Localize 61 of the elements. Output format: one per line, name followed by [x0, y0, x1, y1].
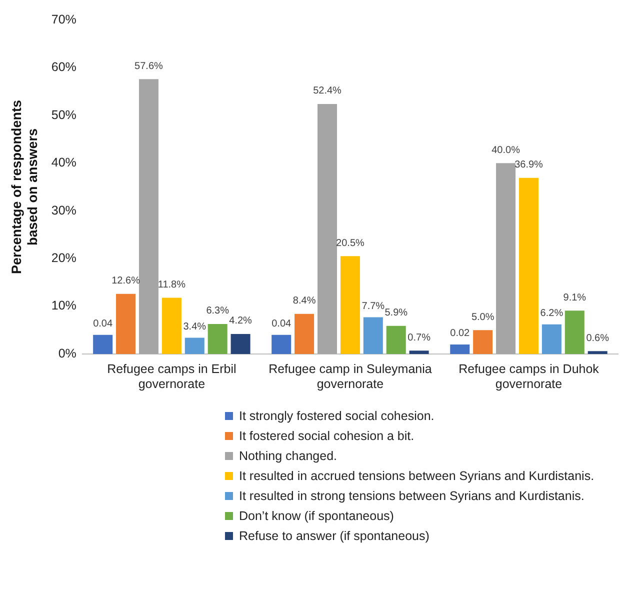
data-label: 8.4% — [292, 296, 316, 307]
bar — [363, 317, 383, 354]
bar — [318, 104, 338, 354]
data-label: 20.5% — [336, 238, 364, 249]
y-tick-label: 40% — [51, 156, 76, 170]
bar — [294, 314, 314, 354]
bar — [272, 334, 292, 354]
data-label: 11.8% — [158, 279, 186, 290]
data-label: 0.7% — [408, 332, 431, 344]
bar — [542, 324, 562, 354]
bar — [138, 79, 158, 354]
legend-label: It resulted in strong tensions between Syrians and Kurdistanis. — [239, 489, 584, 503]
data-label: 4.2% — [229, 316, 252, 327]
x-tick-label: Refugee camp in Suleymania governorate — [268, 362, 432, 391]
legend-label: It fostered social cohesion a bit. — [239, 429, 414, 443]
y-tick-label: 0% — [58, 346, 76, 360]
legend-label: Don’t know (if spontaneous) — [239, 509, 394, 523]
data-label: 0.02 — [450, 328, 470, 340]
bar — [386, 326, 406, 354]
data-label: 6.2% — [540, 308, 564, 320]
data-label: 5.9% — [384, 308, 408, 319]
bar — [496, 163, 516, 354]
data-label: 36.9% — [514, 160, 544, 171]
data-label: 0.04 — [93, 318, 113, 330]
data-label: 7.7% — [362, 301, 385, 312]
bar — [409, 350, 429, 354]
y-tick-label: 60% — [51, 60, 76, 74]
data-label: 0.04 — [272, 318, 292, 330]
legend-label: Refuse to answer (if spontaneous) — [239, 529, 430, 543]
y-tick-label: 70% — [51, 12, 76, 26]
bar — [208, 324, 228, 354]
data-label: 12.6% — [112, 276, 140, 287]
legend-label: It strongly fostered social cohesion. — [239, 409, 434, 423]
bar — [518, 178, 538, 354]
legend-label: Nothing changed. — [239, 449, 337, 463]
data-label: 52.4% — [313, 86, 342, 97]
data-label: 40.0% — [492, 144, 520, 156]
bar — [116, 294, 136, 354]
bar — [93, 334, 113, 354]
bar — [340, 256, 360, 354]
x-tick-label: Refugee camps in Erbil governorate — [107, 362, 236, 391]
data-label: 9.1% — [563, 292, 586, 304]
y-tick-label: 10% — [51, 298, 76, 313]
y-axis-title: Percentage of respondents based on answers — [8, 100, 40, 274]
data-label: 3.4% — [183, 322, 206, 333]
bar — [450, 344, 470, 354]
bar — [230, 334, 250, 354]
y-tick-label: 30% — [51, 203, 76, 218]
bar — [588, 351, 608, 354]
legend-label: It resulted in accrued tensions between Syrians and Kurdistanis. — [239, 469, 594, 483]
bar — [162, 298, 182, 354]
y-tick-label: 50% — [51, 108, 76, 122]
data-label: 6.3% — [206, 306, 230, 317]
bar — [473, 330, 493, 354]
bar — [564, 310, 584, 354]
data-label: 5.0% — [471, 312, 494, 323]
x-tick-label: Refugee camps in Duhok governorate — [458, 362, 600, 391]
data-label: 0.6% — [586, 332, 610, 344]
bar — [184, 338, 204, 354]
y-tick-label: 20% — [51, 251, 76, 266]
data-label: 57.6% — [134, 60, 164, 72]
